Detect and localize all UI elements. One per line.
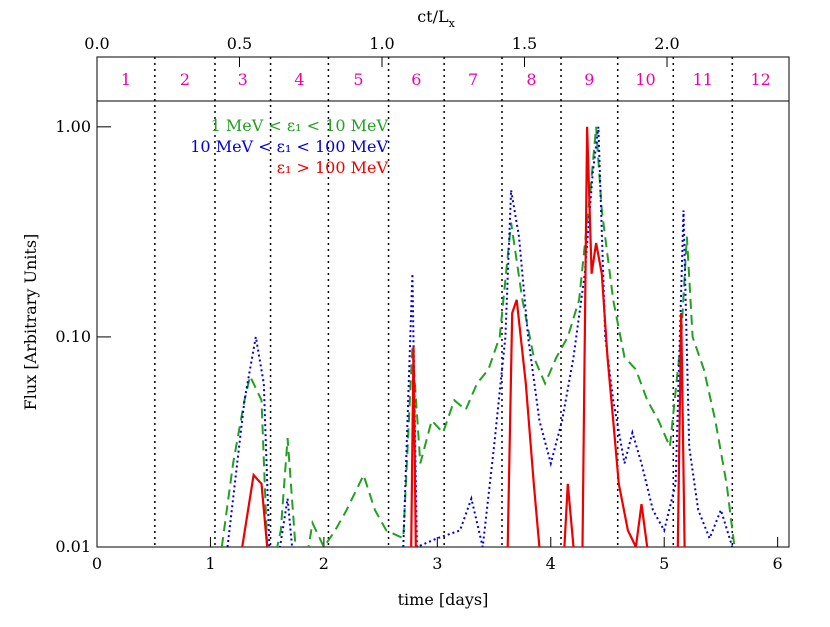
top-x-tick-label: 0.0 bbox=[84, 34, 109, 53]
region-label: 11 bbox=[693, 70, 713, 89]
y-tick-label: 0.01 bbox=[55, 537, 91, 556]
x-tick-label: 6 bbox=[773, 554, 783, 573]
top-axis-label: ct/Lx bbox=[417, 7, 455, 30]
region-label: 5 bbox=[353, 70, 363, 89]
region-label: 3 bbox=[238, 70, 248, 89]
top-x-tick-label: 1.0 bbox=[369, 34, 394, 53]
region-label: 8 bbox=[526, 70, 536, 89]
x-axis-label: time [days] bbox=[398, 590, 489, 609]
x-tick-label: 3 bbox=[432, 554, 442, 573]
top-x-tick-label: 1.5 bbox=[512, 34, 537, 53]
y-tick-label: 1.00 bbox=[55, 117, 91, 136]
x-tick-label: 2 bbox=[319, 554, 329, 573]
top-axis-label-sub: x bbox=[449, 17, 456, 30]
region-label: 12 bbox=[750, 70, 770, 89]
legend-entry: 1 MeV < ε₁ < 10 MeV bbox=[211, 116, 389, 135]
series-line bbox=[241, 126, 686, 547]
legend-entry: 10 MeV < ε₁ < 100 MeV bbox=[190, 137, 388, 156]
series-line bbox=[220, 126, 736, 547]
region-label: 6 bbox=[411, 70, 421, 89]
top-axis-label-main: ct/L bbox=[417, 7, 449, 26]
x-tick-label: 4 bbox=[546, 554, 556, 573]
y-tick-label: 0.10 bbox=[55, 327, 91, 346]
region-label: 2 bbox=[180, 70, 190, 89]
region-label: 7 bbox=[468, 70, 478, 89]
region-label: 10 bbox=[635, 70, 655, 89]
series-line bbox=[226, 126, 734, 547]
legend-entry: ε₁ > 100 MeV bbox=[277, 158, 389, 177]
x-tick-label: 5 bbox=[659, 554, 669, 573]
top-x-tick-label: 0.5 bbox=[227, 34, 252, 53]
region-label: 1 bbox=[121, 70, 131, 89]
region-label: 4 bbox=[294, 70, 304, 89]
x-tick-label: 1 bbox=[205, 554, 215, 573]
y-axis-label: Flux [Arbitrary Units] bbox=[21, 234, 40, 411]
top-x-tick-label: 2.0 bbox=[654, 34, 679, 53]
plot-frame bbox=[96, 56, 790, 548]
x-tick-label: 0 bbox=[92, 554, 102, 573]
region-label: 9 bbox=[584, 70, 594, 89]
plot-lines bbox=[220, 126, 736, 547]
